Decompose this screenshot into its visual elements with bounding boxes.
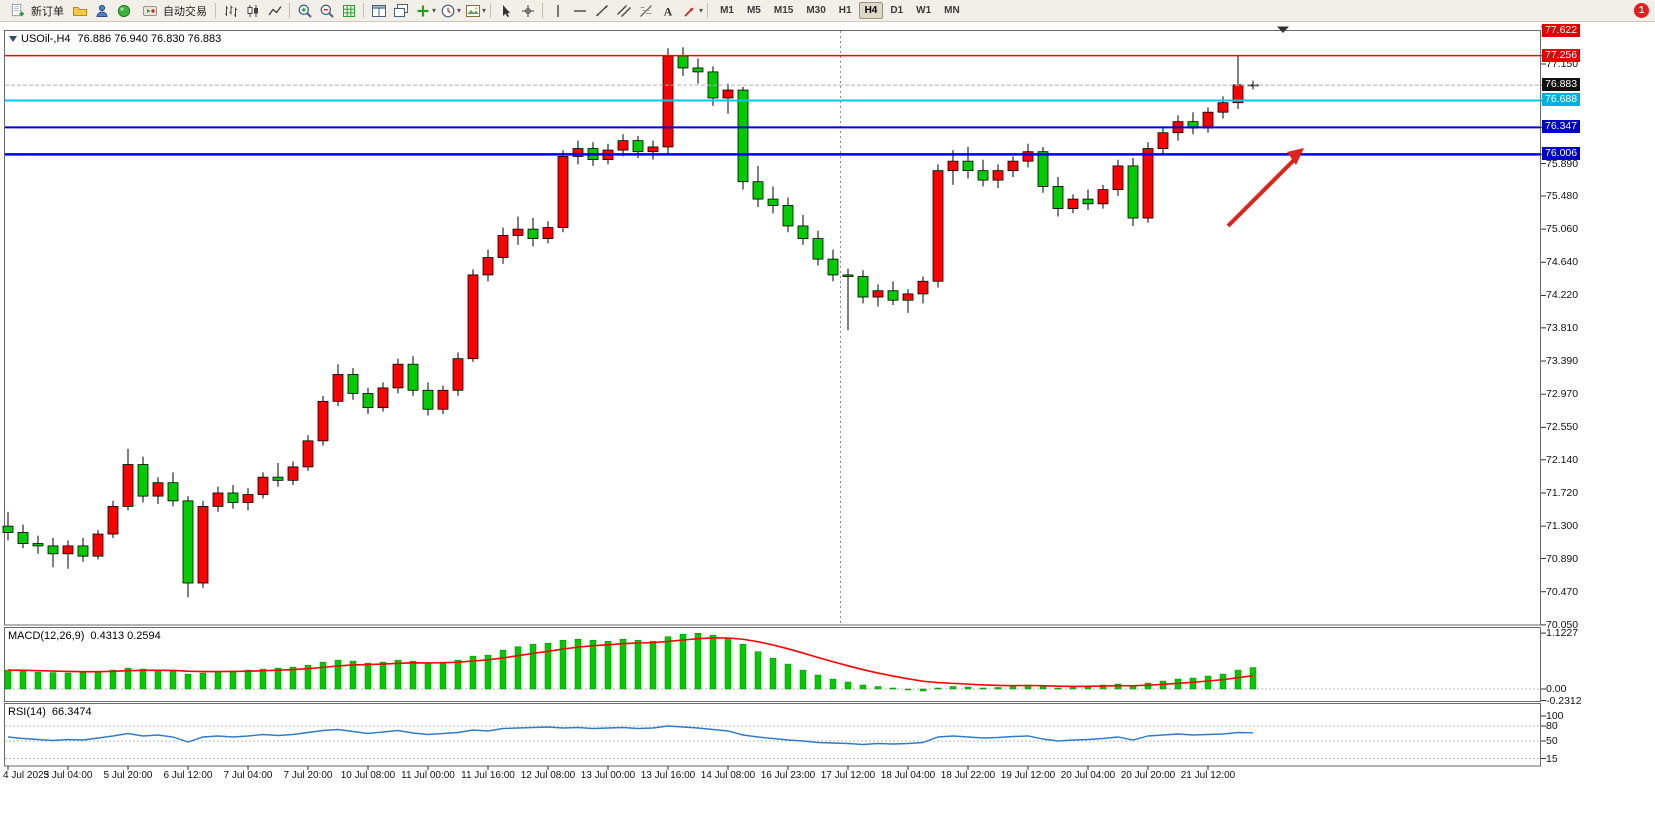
rsi-value: 66.3474 bbox=[51, 706, 92, 718]
timeframe-h1[interactable]: H1 bbox=[838, 5, 852, 16]
toolbar-separator bbox=[542, 3, 544, 18]
toolbar-separator bbox=[363, 3, 364, 18]
macd-header: MACD(12,26,9) 0.4313 0.2594 bbox=[8, 630, 161, 642]
template-image-icon[interactable] bbox=[462, 1, 483, 21]
cascade-windows-icon[interactable] bbox=[390, 1, 411, 21]
auto-trading-label: 自动交易 bbox=[163, 5, 207, 18]
vertical-line-tool-icon[interactable] bbox=[547, 1, 568, 21]
chart-symbol-period: USOil-,H4 bbox=[21, 33, 71, 45]
toolbar-separator bbox=[215, 3, 216, 18]
chart-symbol-icon bbox=[9, 36, 17, 42]
dropdown-caret-icon[interactable]: ▾ bbox=[482, 6, 487, 15]
timeframe-m15[interactable]: M15 bbox=[773, 5, 794, 16]
chart-title: USOil-,H4 76.886 76.940 76.830 76.883 bbox=[9, 33, 221, 45]
trendline-tool-icon[interactable] bbox=[591, 1, 612, 21]
line-chart-mode-icon[interactable] bbox=[264, 1, 285, 21]
arrow-annotation[interactable] bbox=[1226, 148, 1304, 228]
dropdown-caret-icon[interactable]: ▾ bbox=[457, 6, 462, 15]
profiles-icon[interactable] bbox=[69, 1, 90, 21]
navigator-icon[interactable] bbox=[113, 1, 134, 21]
text-tool-icon[interactable]: A bbox=[657, 1, 678, 21]
zoom-out-icon[interactable] bbox=[316, 1, 337, 21]
toolbar-separator bbox=[289, 3, 290, 18]
main-chart-panel[interactable] bbox=[4, 30, 1541, 626]
indicators-grid-icon[interactable] bbox=[338, 1, 359, 21]
dropdown-caret-icon[interactable]: ▾ bbox=[432, 6, 437, 15]
toolbar: 新订单 自动交易 ▾ ▾ ▾ A ▾ M1 M5 M15 M30 H1 H4 D1 W1 MN bbox=[0, 0, 1655, 22]
svg-text:A: A bbox=[663, 4, 672, 18]
candlestick-mode-icon[interactable] bbox=[242, 1, 263, 21]
timeframe-w1[interactable]: W1 bbox=[916, 5, 932, 16]
new-order-button[interactable]: 新订单 bbox=[3, 1, 68, 21]
new-order-icon bbox=[7, 1, 28, 21]
timeframe-d1[interactable]: D1 bbox=[890, 5, 904, 16]
toolbar-separator bbox=[490, 3, 492, 18]
fibonacci-tool-icon[interactable] bbox=[635, 1, 656, 21]
chart-shift-marker[interactable] bbox=[1277, 26, 1289, 34]
channel-tool-icon[interactable] bbox=[613, 1, 634, 21]
period-clock-icon[interactable] bbox=[437, 1, 458, 21]
bar-chart-mode-icon[interactable] bbox=[220, 1, 241, 21]
timeframe-toolbar: M1 M5 M15 M30 H1 H4 D1 W1 MN bbox=[714, 2, 966, 19]
rsi-header: RSI(14) 66.3474 bbox=[8, 706, 92, 718]
new-order-label: 新订单 bbox=[31, 5, 64, 18]
auto-trading-icon bbox=[139, 1, 160, 21]
timeframe-mn[interactable]: MN bbox=[944, 5, 960, 16]
zoom-in-icon[interactable] bbox=[294, 1, 315, 21]
timeframe-h4[interactable]: H4 bbox=[858, 2, 884, 19]
timeframe-m30[interactable]: M30 bbox=[806, 5, 826, 16]
chart-ohlc: 76.886 76.940 76.830 76.883 bbox=[77, 33, 222, 45]
timeframe-m5[interactable]: M5 bbox=[746, 5, 761, 16]
rsi-line bbox=[7, 725, 1254, 746]
macd-signal-line bbox=[7, 637, 1254, 688]
market-watch-icon[interactable] bbox=[91, 1, 112, 21]
add-indicator-icon[interactable] bbox=[412, 1, 433, 21]
macd-label: MACD(12,26,9) bbox=[8, 630, 85, 642]
toolbar-separator bbox=[707, 3, 709, 18]
rsi-panel[interactable] bbox=[4, 703, 1541, 767]
dropdown-caret-icon[interactable]: ▾ bbox=[699, 6, 704, 15]
auto-trading-button[interactable]: 自动交易 bbox=[135, 1, 211, 21]
horizontal-line-tool-icon[interactable] bbox=[569, 1, 590, 21]
arrows-tool-icon[interactable] bbox=[679, 1, 700, 21]
notification-badge[interactable]: 1 bbox=[1634, 3, 1649, 18]
crosshair-icon[interactable] bbox=[517, 1, 538, 21]
rsi-label: RSI(14) bbox=[8, 706, 46, 718]
tile-windows-icon[interactable] bbox=[368, 1, 389, 21]
cursor-icon[interactable] bbox=[495, 1, 516, 21]
macd-values: 0.4313 0.2594 bbox=[90, 630, 161, 642]
timeframe-m1[interactable]: M1 bbox=[720, 5, 734, 16]
macd-histogram bbox=[4, 632, 1257, 692]
